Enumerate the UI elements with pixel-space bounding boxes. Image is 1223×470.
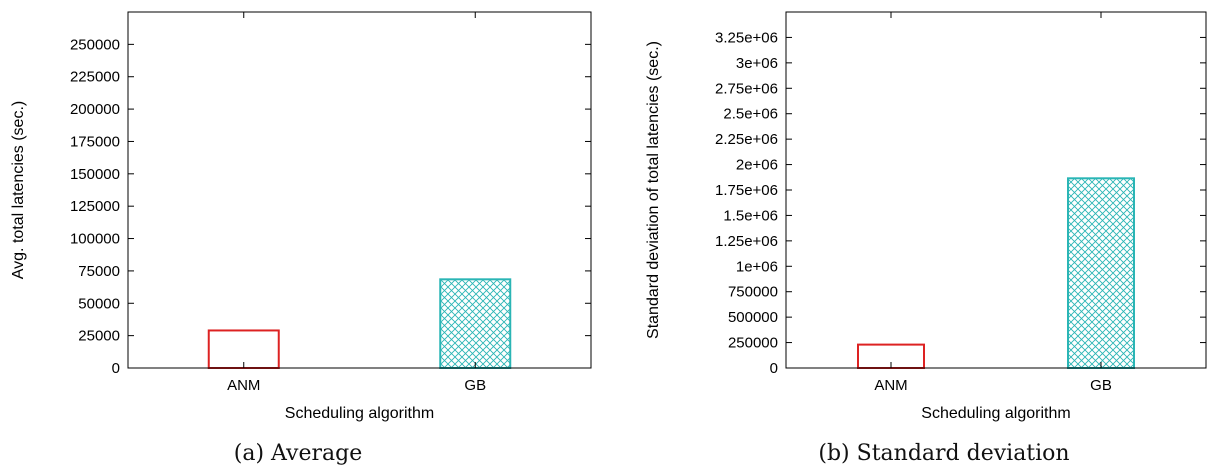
y-tick-label: 250000 xyxy=(728,335,778,352)
plot-frame xyxy=(127,11,592,369)
y-tick-label: 1.75e+06 xyxy=(715,182,778,199)
y-tick-label: 3.25e+06 xyxy=(715,29,778,46)
y-tick-label: 250000 xyxy=(70,36,120,53)
y-tick-label: 750000 xyxy=(728,284,778,301)
y-tick-label: 150000 xyxy=(70,166,120,183)
plot-frame xyxy=(785,11,1207,369)
y-tick-label: 0 xyxy=(770,360,778,377)
x-tick-label-anm: ANM xyxy=(227,377,260,394)
x-axis-label: Scheduling algorithm xyxy=(285,405,434,422)
caption: (b) Standard deviation xyxy=(818,441,1069,466)
chart-panel-standard-deviation: 0 250000 500000 750000 1e+06 1.25e+06 1.5e+06 1… xyxy=(645,11,1207,466)
y-tick-label: 100000 xyxy=(70,231,120,248)
y-tick-label: 2.5e+06 xyxy=(723,106,778,123)
y-tick-label: 1.5e+06 xyxy=(723,207,778,224)
chart-panel-average: 0 25000 50000 75000 100000 125000 150000 175000… xyxy=(10,11,592,466)
y-tick-label: 200000 xyxy=(70,101,120,118)
y-axis-ticks: 0 250000 500000 750000 1e+06 1.25e+06 1.5e+06 1… xyxy=(715,29,1206,377)
x-axis-ticks: ANM GB xyxy=(227,12,486,394)
y-tick-label: 3e+06 xyxy=(736,55,778,72)
x-tick-label-gb: GB xyxy=(1090,377,1112,394)
y-tick-label: 2.75e+06 xyxy=(715,80,778,97)
bars xyxy=(857,177,1135,369)
y-tick-label: 2e+06 xyxy=(736,157,778,174)
y-tick-label: 125000 xyxy=(70,198,120,215)
y-tick-label: 1e+06 xyxy=(736,258,778,275)
y-tick-label: 50000 xyxy=(78,295,120,312)
y-axis-label: Avg. total latencies (sec.) xyxy=(10,101,27,279)
x-axis-label: Scheduling algorithm xyxy=(921,405,1070,422)
y-tick-label: 1.25e+06 xyxy=(715,233,778,250)
x-tick-label-gb: GB xyxy=(464,377,486,394)
y-tick-label: 0 xyxy=(112,360,120,377)
y-tick-label: 25000 xyxy=(78,328,120,345)
y-tick-label: 75000 xyxy=(78,263,120,280)
y-tick-label: 225000 xyxy=(70,69,120,86)
x-axis-ticks: ANM GB xyxy=(874,12,1112,394)
caption: (a) Average xyxy=(234,441,362,466)
y-axis-label: Standard deviation of total latencies (s… xyxy=(645,41,662,339)
bar-gb xyxy=(439,278,512,369)
y-tick-label: 500000 xyxy=(728,309,778,326)
y-axis-ticks: 0 25000 50000 75000 100000 125000 150000 175000… xyxy=(70,36,591,377)
x-tick-label-anm: ANM xyxy=(874,377,907,394)
y-tick-label: 175000 xyxy=(70,133,120,150)
bar-gb xyxy=(1067,177,1135,369)
y-tick-label: 2.25e+06 xyxy=(715,131,778,148)
bars xyxy=(207,278,512,370)
